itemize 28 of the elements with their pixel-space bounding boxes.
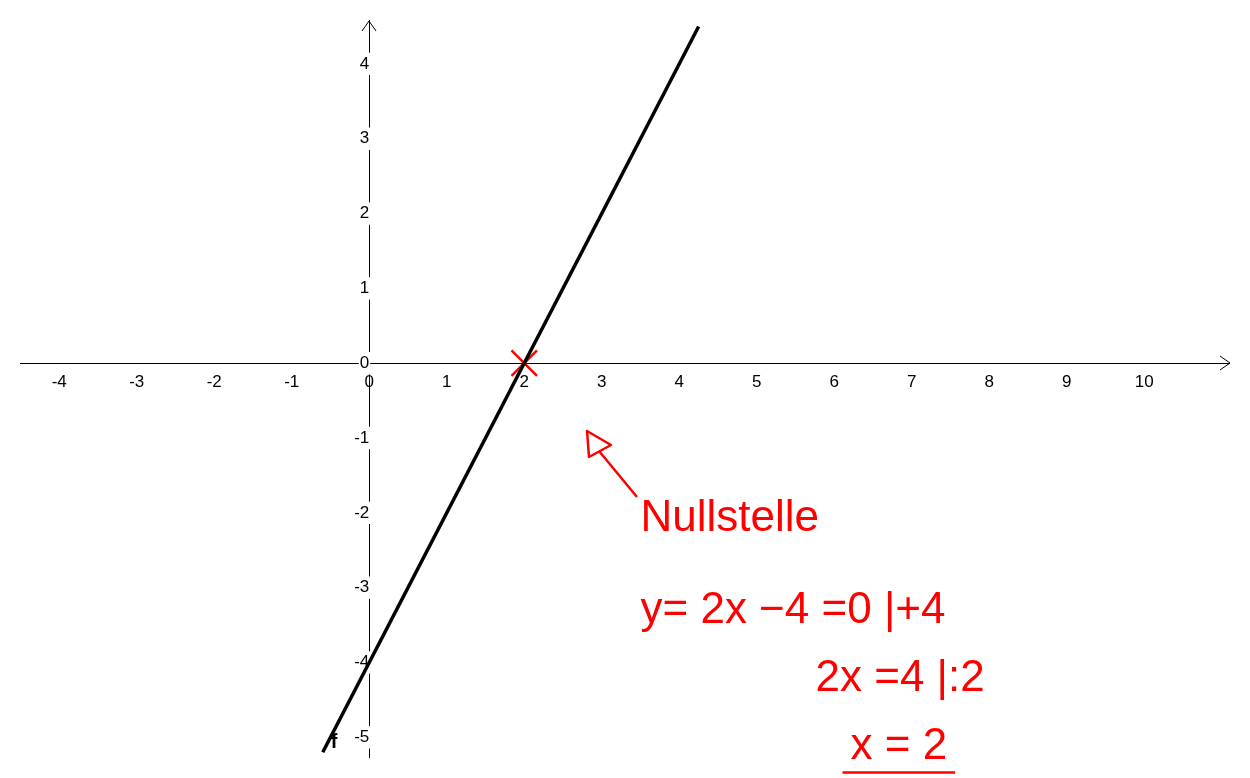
- series-label: f: [330, 729, 338, 752]
- x-tick-label: 2: [519, 372, 529, 392]
- x-tick-label: -4: [51, 372, 67, 392]
- y-tick-label: 2: [359, 203, 370, 223]
- x-tick-label: 7: [907, 372, 917, 392]
- y-tick-label: 3: [359, 128, 370, 148]
- x-tick-label: 9: [1062, 372, 1072, 392]
- annotation: Nullstelle: [640, 490, 820, 540]
- annotation: y= 2x −4 =0 |+4: [640, 582, 946, 632]
- y-tick-label: -2: [354, 502, 370, 522]
- x-tick-label: -3: [129, 372, 145, 392]
- y-tick-label: 4: [359, 53, 370, 73]
- x-tick-label: -2: [206, 372, 222, 392]
- x-tick-label: 4: [674, 372, 684, 392]
- x-tick-label: 5: [752, 372, 762, 392]
- x-tick-label: 3: [597, 372, 607, 392]
- x-tick-label: 8: [984, 372, 994, 392]
- annotation: 2x =4 |:2: [815, 650, 985, 700]
- y-tick-label: 1: [359, 278, 370, 298]
- annotation: x = 2: [850, 718, 948, 768]
- y-tick-label: -1: [354, 427, 370, 447]
- x-tick-label: 1: [442, 372, 452, 392]
- y-tick-label: -5: [354, 726, 370, 746]
- x-tick-label: 6: [829, 372, 839, 392]
- y-tick-label: -3: [354, 577, 370, 597]
- y-tick-label: 0: [359, 352, 370, 372]
- x-tick-label: 10: [1134, 372, 1154, 392]
- x-tick-label: -1: [284, 372, 300, 392]
